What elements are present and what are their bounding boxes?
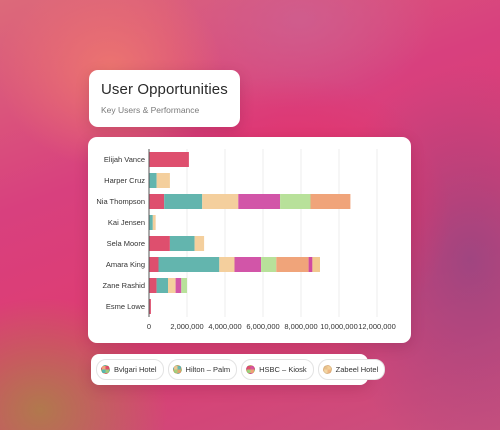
bar-segment [149, 257, 159, 272]
bar-segment [312, 257, 320, 272]
legend-label: HSBC – Kiosk [259, 365, 307, 374]
bar-segment [149, 236, 170, 251]
bar-segment [261, 257, 277, 272]
bar-segment [149, 173, 157, 188]
bar-segment [156, 173, 170, 188]
bar-segment [158, 257, 220, 272]
x-tick-label: 12,000,000 [358, 322, 396, 331]
legend-chip[interactable]: Hilton – Palm [167, 359, 238, 380]
bar-segment [219, 257, 235, 272]
legend-chip[interactable]: Zabeel Hotel [317, 359, 386, 380]
bar-segment [164, 194, 203, 209]
bar-segment [149, 194, 165, 209]
category-label: Zane Rashid [102, 281, 145, 290]
legend-swatch-icon [322, 365, 332, 374]
category-label: Amara King [106, 260, 145, 269]
x-tick-label: 10,000,000 [320, 322, 358, 331]
legend-swatch-icon [246, 365, 256, 374]
legend-label: Bvlgari Hotel [114, 365, 157, 374]
page-title: User Opportunities [101, 81, 228, 98]
bar-segment [238, 194, 281, 209]
bar-segment [149, 152, 189, 167]
bar-segment [194, 236, 205, 251]
x-tick-label: 2,000,000 [170, 322, 203, 331]
bar-segment [149, 215, 153, 230]
chart-card: 0 2,000,000 4,000,000 6,000,000 8,000,000 10,… [88, 137, 411, 343]
bar-segment [308, 257, 313, 272]
legend-chip[interactable]: HSBC – Kiosk [241, 359, 314, 380]
x-tick-label: 4,000,000 [208, 322, 241, 331]
bar-segment [156, 278, 168, 293]
stacked-bar-chart: 0 2,000,000 4,000,000 6,000,000 8,000,000 10,… [96, 149, 396, 331]
legend: Bvlgari Hotel Hilton – Palm HSBC – Kiosk Za… [91, 354, 386, 385]
category-label: Nia Thompson [96, 197, 145, 206]
category-label: Elijah Vance [104, 155, 145, 164]
title-card: User Opportunities Key Users & Performan… [89, 70, 240, 127]
bar-segment [149, 299, 151, 314]
x-tick-label: 0 [147, 322, 151, 331]
bar-segment [202, 194, 239, 209]
category-label: Esme Lowe [106, 302, 145, 311]
bar-segment [234, 257, 262, 272]
legend-label: Hilton – Palm [185, 365, 231, 374]
bar-segment [175, 278, 182, 293]
bar-segment [276, 257, 309, 272]
bar-segment [149, 278, 157, 293]
bar-segment [152, 215, 156, 230]
legend-swatch-icon [172, 365, 182, 374]
legend-swatch-icon [101, 365, 110, 374]
bar-segment [169, 236, 195, 251]
category-label: Harper Cruz [104, 176, 145, 185]
x-tick-label: 6,000,000 [246, 322, 279, 331]
x-tick-label: 8,000,000 [284, 322, 317, 331]
bar-segment [280, 194, 311, 209]
legend-label: Zabeel Hotel [335, 365, 379, 374]
bar-segment [181, 278, 187, 293]
bar-segment [310, 194, 351, 209]
legend-chip[interactable]: Bvlgari Hotel [96, 359, 164, 380]
category-label: Sela Moore [107, 239, 145, 248]
category-label: Kai Jensen [108, 218, 145, 227]
bar-segment [168, 278, 176, 293]
page-subtitle: Key Users & Performance [101, 105, 200, 115]
